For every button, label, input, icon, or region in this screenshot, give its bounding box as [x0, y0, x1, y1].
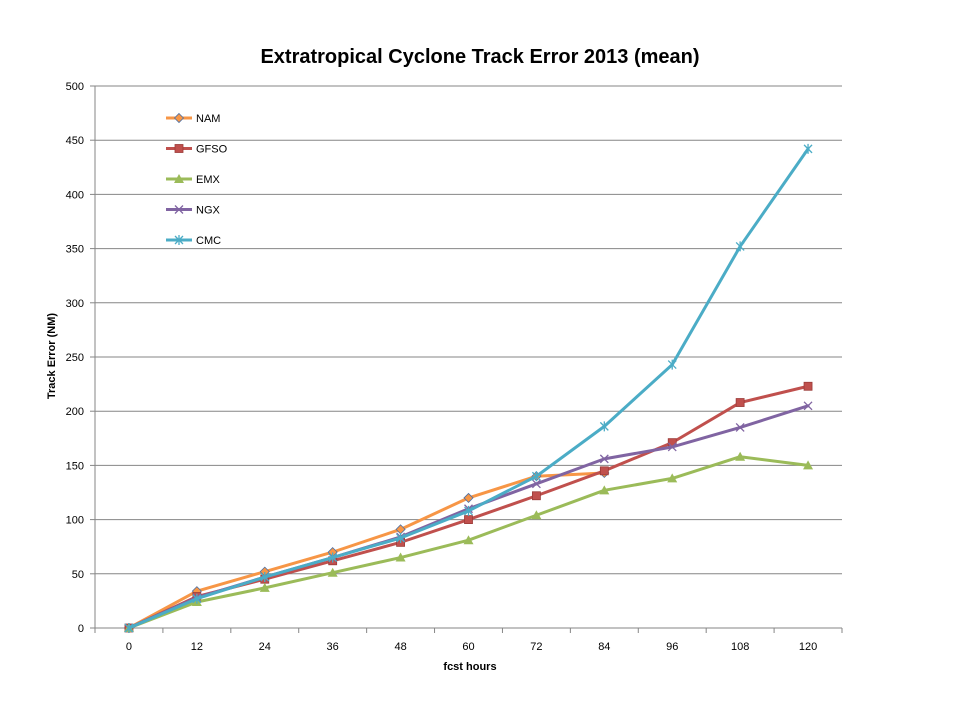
data-point	[260, 572, 270, 583]
legend-item: EMX	[166, 174, 221, 186]
data-point	[124, 623, 134, 633]
grid-lines	[95, 85, 842, 575]
series-line	[127, 147, 810, 630]
data-point	[735, 451, 746, 461]
data-point	[463, 492, 474, 503]
data-point	[531, 510, 542, 520]
legend-label: NAM	[196, 113, 220, 125]
x-tick-label: 24	[259, 641, 271, 653]
y-tick-label: 450	[66, 135, 84, 147]
series-cmc	[124, 143, 813, 633]
data-point	[735, 398, 745, 407]
data-point	[735, 241, 745, 252]
y-tick-label: 150	[66, 460, 84, 472]
data-point	[599, 454, 609, 464]
data-point	[174, 235, 184, 245]
data-point	[803, 401, 813, 411]
x-tick-label: 84	[598, 641, 610, 653]
x-tick-label: 60	[462, 641, 474, 653]
data-point	[464, 505, 473, 516]
legend-item: NAM	[166, 112, 220, 125]
data-point	[599, 466, 609, 476]
x-tick-label: 96	[666, 641, 678, 653]
y-tick-label: 350	[66, 244, 84, 256]
y-tick-label: 300	[66, 298, 84, 310]
data-point	[174, 144, 184, 153]
data-point	[667, 442, 677, 452]
data-point	[599, 485, 610, 495]
y-tick-label: 100	[66, 515, 84, 527]
data-point	[464, 515, 473, 524]
legend-item: CMC	[166, 235, 221, 247]
legend: NAM GFSO EMX NGX CMC	[166, 112, 228, 247]
x-tick-label: 12	[191, 641, 203, 653]
series-emx	[123, 451, 814, 632]
data-point	[599, 421, 609, 432]
data-point	[667, 473, 678, 483]
legend-label: GFSO	[196, 144, 228, 156]
data-point	[803, 381, 813, 391]
data-point	[192, 593, 202, 604]
y-tick-label: 400	[66, 189, 84, 201]
data-point	[531, 471, 541, 482]
data-point	[328, 552, 338, 563]
x-tick-label: 48	[394, 641, 406, 653]
legend-label: CMC	[196, 235, 221, 247]
data-point	[396, 533, 406, 544]
y-tick-label: 0	[78, 623, 84, 635]
y-tick-label: 50	[72, 569, 84, 581]
series-lines	[123, 143, 814, 634]
legend-item: NGX	[166, 205, 221, 217]
data-point	[803, 143, 813, 154]
x-tick-label: 72	[530, 641, 542, 653]
y-tick-label: 250	[66, 352, 84, 364]
data-point	[531, 479, 541, 489]
x-axis-title: fcst hours	[443, 661, 496, 673]
x-tick-label: 108	[731, 641, 749, 653]
data-point	[532, 491, 541, 501]
data-point	[463, 535, 474, 545]
data-point	[259, 582, 270, 592]
data-point	[735, 423, 745, 432]
data-point	[395, 552, 406, 562]
data-point	[803, 460, 814, 470]
x-tick-label: 0	[126, 641, 132, 653]
axes: 0 50 100 150 200 250 300 350 400 450 500 0 12 24 36 48 6…	[66, 81, 843, 653]
series-line	[127, 471, 606, 630]
data-point	[174, 205, 184, 214]
y-tick-label: 500	[66, 81, 84, 93]
legend-label: EMX	[196, 174, 221, 186]
chart-title: Extratropical Cyclone Track Error 2013 (…	[260, 46, 699, 68]
y-axis-title: Track Error (NM)	[46, 313, 58, 400]
data-point	[174, 174, 184, 183]
data-point	[395, 524, 406, 535]
x-tick-label: 120	[799, 641, 817, 653]
y-tick-label: 200	[66, 406, 84, 418]
data-point	[667, 359, 677, 370]
data-point	[173, 112, 185, 124]
x-tick-label: 36	[327, 641, 339, 653]
data-point	[327, 567, 338, 577]
legend-label: NGX	[196, 205, 221, 217]
legend-item: GFSO	[166, 144, 228, 156]
